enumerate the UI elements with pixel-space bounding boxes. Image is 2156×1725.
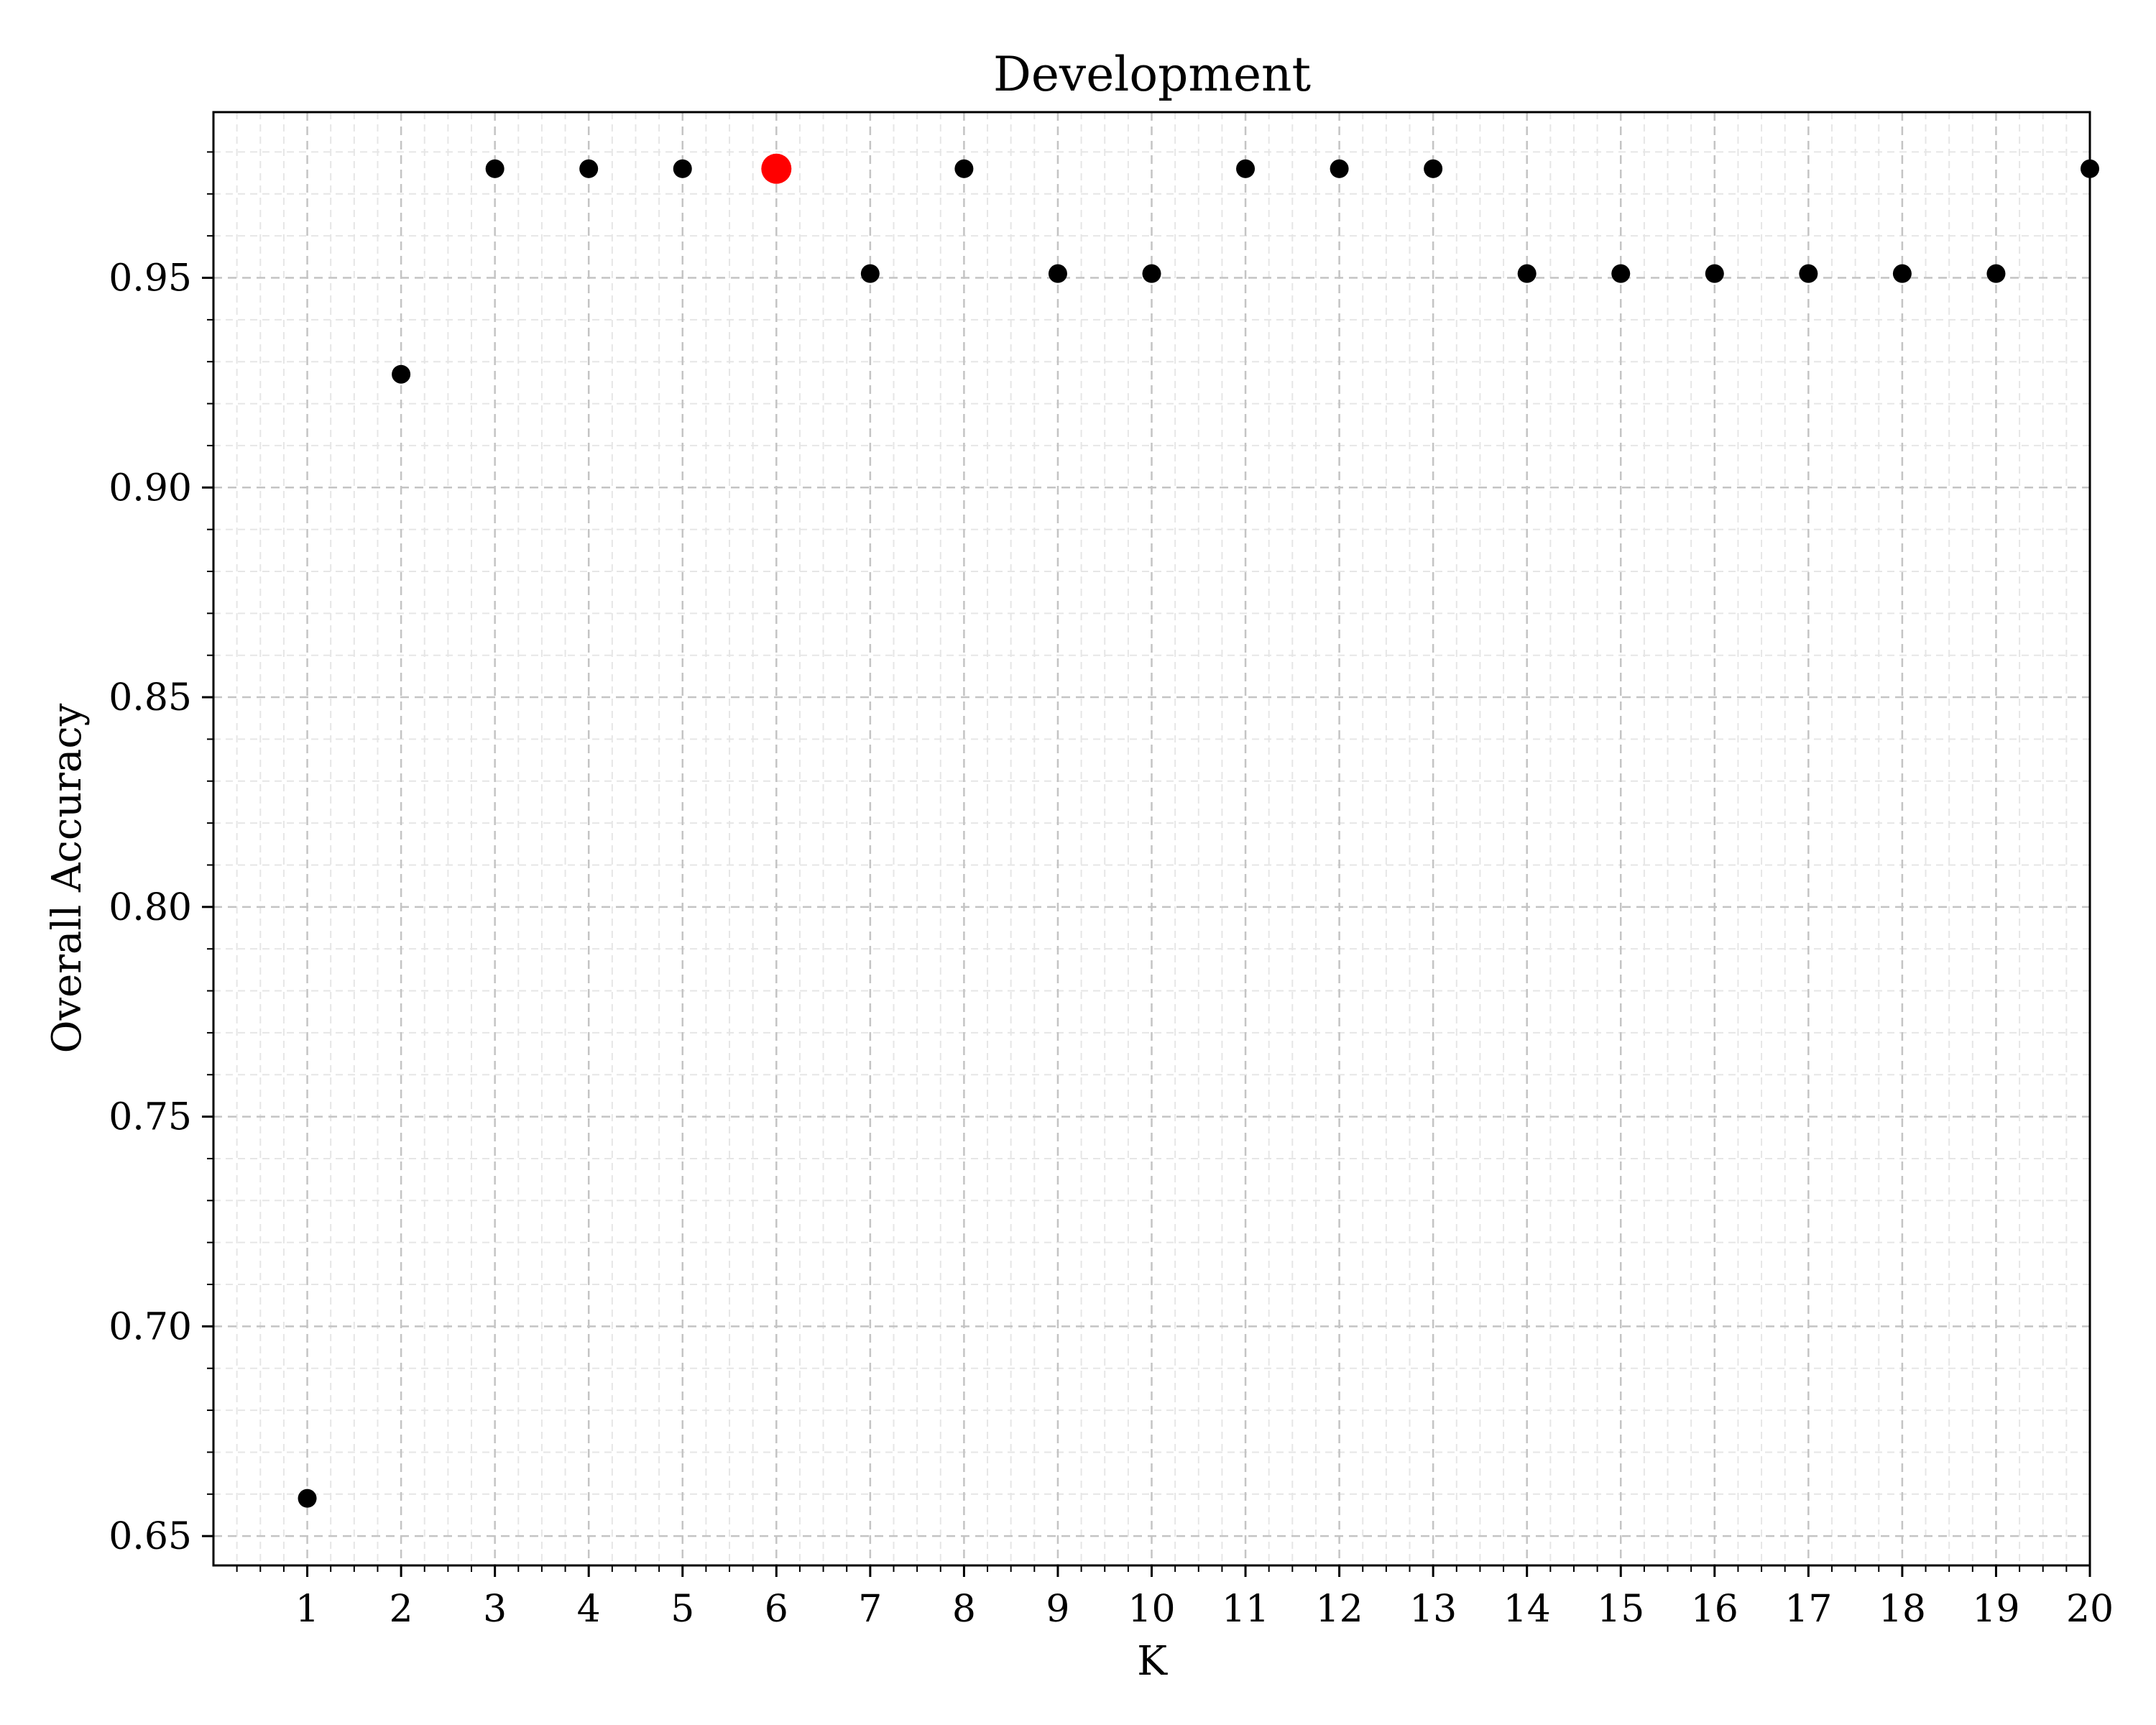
data-point bbox=[1517, 264, 1537, 283]
y-tick-label: 0.65 bbox=[109, 1515, 192, 1558]
chart-title: Development bbox=[993, 47, 1311, 102]
x-tick-label: 14 bbox=[1503, 1588, 1551, 1631]
data-point bbox=[298, 1489, 317, 1508]
data-point bbox=[392, 364, 411, 384]
data-point bbox=[1048, 264, 1067, 283]
x-tick-label: 12 bbox=[1316, 1588, 1363, 1631]
data-point bbox=[1986, 264, 2006, 283]
x-tick-label: 11 bbox=[1222, 1588, 1269, 1631]
data-points bbox=[298, 153, 2099, 1508]
x-tick-label: 6 bbox=[765, 1588, 788, 1631]
axis-ticks: 1 2 3 4 5 6 7 8 9 10 11 12 13 14 15 16 17 18 19 200.650.700… bbox=[109, 151, 2114, 1631]
x-tick-label: 19 bbox=[1972, 1588, 2019, 1631]
x-tick-label: 4 bbox=[577, 1588, 601, 1631]
data-point bbox=[1799, 264, 1818, 283]
y-tick-label: 0.80 bbox=[109, 886, 192, 929]
y-tick-label: 0.90 bbox=[109, 466, 192, 510]
x-tick-label: 18 bbox=[1879, 1588, 1926, 1631]
data-point bbox=[860, 264, 880, 283]
x-tick-label: 15 bbox=[1597, 1588, 1644, 1631]
x-tick-label: 7 bbox=[858, 1588, 882, 1631]
highlight-point bbox=[761, 153, 792, 184]
data-point bbox=[1705, 264, 1724, 283]
x-tick-label: 2 bbox=[390, 1588, 413, 1631]
y-tick-label: 0.70 bbox=[109, 1305, 192, 1348]
data-point bbox=[485, 159, 505, 178]
x-tick-label: 5 bbox=[671, 1588, 694, 1631]
x-tick-label: 10 bbox=[1128, 1588, 1175, 1631]
grid bbox=[213, 112, 2091, 1565]
data-point bbox=[954, 159, 974, 178]
y-tick-label: 0.85 bbox=[109, 676, 192, 719]
data-point bbox=[1611, 264, 1631, 283]
y-tick-label: 0.75 bbox=[109, 1096, 192, 1139]
y-axis-label: Overall Accuracy bbox=[44, 703, 91, 1053]
x-tick-label: 20 bbox=[2066, 1588, 2114, 1631]
data-point bbox=[1330, 159, 1349, 178]
x-tick-label: 1 bbox=[295, 1588, 319, 1631]
data-point bbox=[1142, 264, 1161, 283]
data-point bbox=[1236, 159, 1256, 178]
x-tick-label: 17 bbox=[1784, 1588, 1832, 1631]
x-tick-label: 9 bbox=[1046, 1588, 1069, 1631]
data-point bbox=[673, 159, 692, 178]
data-point bbox=[579, 159, 599, 178]
x-tick-label: 3 bbox=[483, 1588, 507, 1631]
x-tick-label: 16 bbox=[1691, 1588, 1738, 1631]
data-point bbox=[1424, 159, 1443, 178]
x-tick-label: 8 bbox=[952, 1588, 976, 1631]
x-tick-label: 13 bbox=[1409, 1588, 1457, 1631]
y-tick-label: 0.95 bbox=[109, 257, 192, 300]
data-point bbox=[1892, 264, 1912, 283]
x-axis-label: K bbox=[1137, 1638, 1168, 1685]
